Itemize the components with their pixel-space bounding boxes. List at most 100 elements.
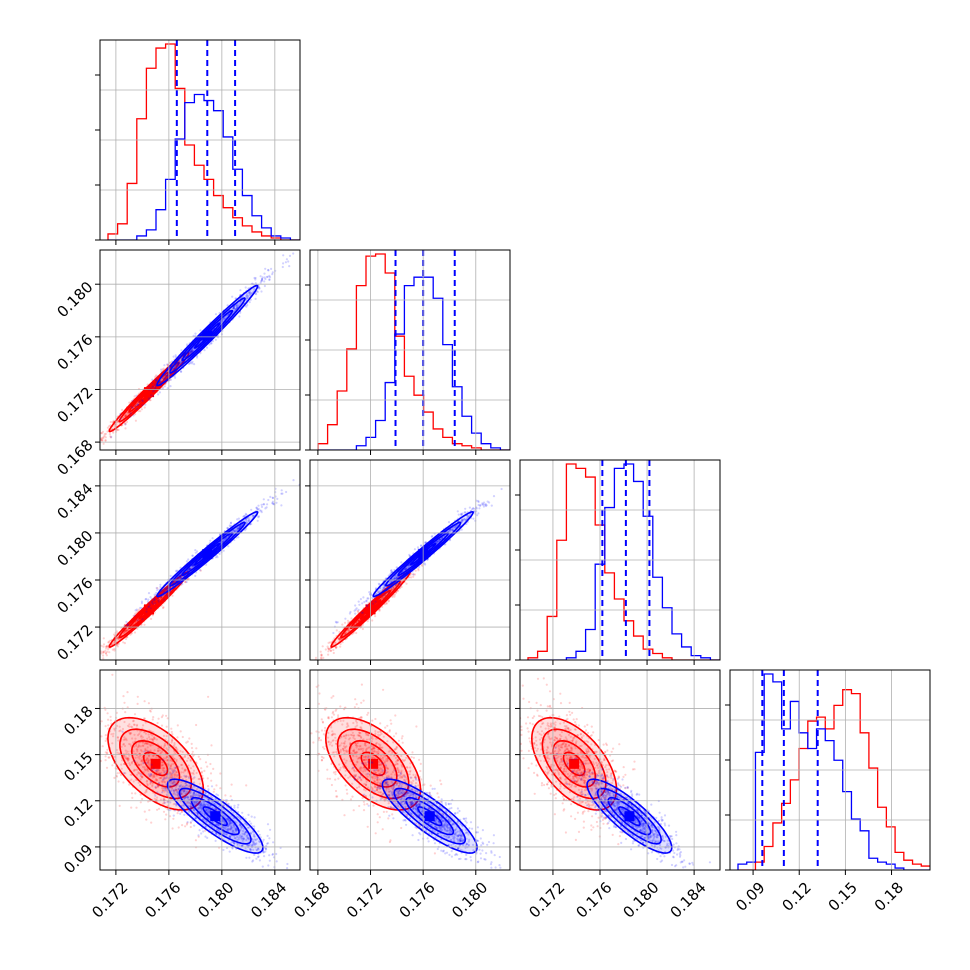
red-histogram (738, 689, 930, 870)
panel-frame (99, 39, 301, 241)
panel-frame (99, 669, 301, 871)
panel-frame (519, 459, 721, 661)
grid-lines (100, 250, 300, 450)
y-tick-label: 0.176 (53, 331, 96, 374)
x-tick-label: 0.15 (825, 878, 861, 914)
grid-lines (100, 460, 300, 660)
blue-contour-2 (596, 787, 662, 845)
blue-samples (121, 730, 295, 870)
blue-histogram (108, 93, 300, 240)
blue-contour-1 (405, 796, 455, 836)
panel-frame (309, 249, 511, 451)
blue-contour-1 (190, 796, 240, 836)
x-tick-label: 0.18 (871, 878, 907, 914)
pair-panel-1-2 (305, 459, 511, 665)
pair-panel-0-3 (95, 669, 301, 875)
red-contour-2 (118, 580, 180, 639)
blue-histogram (737, 673, 930, 870)
blue-density (332, 487, 503, 635)
y-tick-label: 0.172 (53, 383, 96, 426)
red-peak-marker (368, 758, 379, 769)
red-contour-2 (118, 361, 180, 423)
grid-lines (520, 670, 720, 870)
marginal-panel-0 (95, 39, 301, 245)
pair-panel-0-2 (95, 459, 301, 665)
blue-peak-marker (624, 811, 635, 822)
marginal-panel-2 (515, 459, 721, 665)
y-tick-label: 0.180 (53, 527, 96, 570)
red-contour-2 (119, 728, 193, 800)
x-tick-label: 0.180 (194, 878, 237, 921)
blue-peak-marker (210, 811, 221, 822)
blue-contour-3 (156, 284, 259, 387)
red-contour-0 (138, 599, 160, 620)
panel-frame (99, 459, 301, 661)
y-tick-label: 0.180 (53, 278, 96, 321)
corner-panels (95, 39, 931, 875)
red-contour-1 (128, 589, 170, 629)
x-tick-label: 0.172 (525, 878, 568, 921)
blue-contour-3 (166, 778, 264, 854)
blue-contour-2 (384, 521, 462, 587)
red-histogram (317, 253, 510, 450)
blue-contour-3 (586, 778, 673, 854)
x-tick-label: 0.12 (778, 878, 814, 914)
y-tick-label: 0.172 (53, 621, 96, 664)
x-tick-label: 0.172 (88, 878, 131, 921)
x-tick-label: 0.180 (448, 878, 491, 921)
blue-peak-marker (202, 549, 213, 560)
x-tick-label: 0.184 (247, 878, 290, 921)
x-tick-label: 0.180 (620, 878, 663, 921)
red-contour-3 (107, 716, 205, 811)
blue-contour-3 (381, 778, 478, 854)
grid-lines (310, 670, 510, 870)
y-grid-lines (520, 509, 720, 611)
red-contour-1 (349, 589, 392, 629)
red-contour-0 (562, 751, 586, 777)
red-contour-1 (348, 739, 398, 788)
red-peak-marker (144, 387, 155, 398)
red-contour-2 (336, 728, 410, 800)
marginal-panel-1 (305, 249, 511, 455)
blue-contour-2 (168, 521, 246, 587)
blue-peak-marker (202, 330, 213, 341)
red-contour-2 (340, 580, 401, 639)
red-contour-0 (142, 751, 169, 777)
blue-contour-0 (193, 542, 221, 566)
blue-density (121, 730, 295, 870)
blue-contour-0 (409, 542, 437, 566)
blue-samples (352, 756, 510, 870)
y-tick-label: 0.18 (60, 702, 96, 738)
red-peak-marker (150, 758, 161, 769)
blue-contour-1 (397, 532, 450, 577)
red-contour-0 (138, 381, 160, 403)
blue-histogram (528, 463, 720, 660)
x-tick-label: 0.176 (396, 878, 439, 921)
x-tick-label: 0.176 (141, 878, 184, 921)
blue-contour-1 (607, 796, 652, 836)
blue-contour-0 (193, 322, 221, 349)
y-tick-label: 0.15 (60, 748, 96, 784)
red-contour-0 (360, 751, 386, 777)
red-peak-marker (569, 758, 580, 769)
y-tick-label: 0.168 (53, 436, 96, 479)
pair-panel-0-1 (95, 249, 301, 455)
red-peak-marker (144, 604, 155, 615)
y-tick-label: 0.09 (60, 841, 96, 877)
blue-contour-3 (372, 510, 475, 598)
x-tick-label: 0.172 (343, 878, 386, 921)
y-tick-label: 0.184 (53, 480, 96, 523)
blue-histogram (318, 276, 510, 450)
x-tick-label: 0.09 (732, 878, 768, 914)
y-grid-lines (100, 89, 300, 191)
y-tick-label: 0.12 (60, 795, 96, 831)
pair-panel-2-3 (515, 669, 721, 875)
y-tick-label: 0.176 (53, 574, 96, 617)
x-tick-label: 0.184 (667, 878, 710, 921)
marginal-panel-3 (725, 669, 931, 875)
blue-contour-2 (178, 787, 252, 845)
red-contour-3 (330, 570, 411, 648)
blue-peak-marker (424, 811, 435, 822)
red-contour-3 (108, 570, 190, 648)
